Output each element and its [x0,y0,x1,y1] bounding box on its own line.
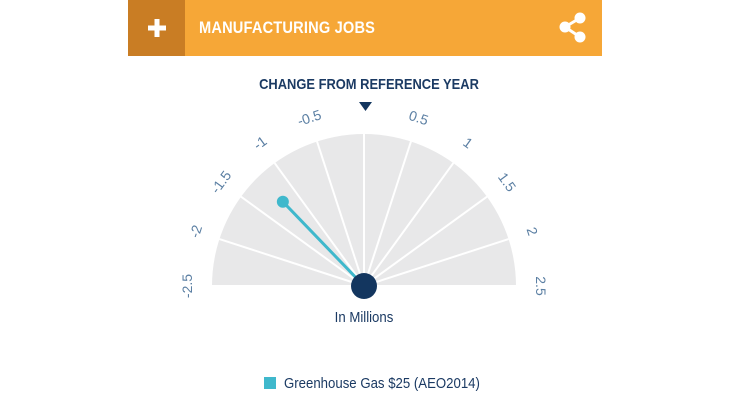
header-title: MANUFACTURING JOBS [199,18,376,37]
gauge-tick-label: 1 [460,134,476,152]
gauge-needle [281,200,366,288]
gauge-spoke [240,195,365,287]
gauge-hub [351,273,377,299]
gauge-tick-label: 0.5 [407,107,431,128]
legend: Greenhouse Gas $25 (AEO2014) [264,374,507,392]
gauge-tick-label: -0.5 [295,106,323,129]
add-button[interactable] [128,0,185,56]
gauge-tick-label: -1.5 [207,167,234,196]
reference-marker [359,102,372,111]
gauge-spoke [363,141,412,287]
gauge-spoke [316,141,365,287]
legend-swatch [264,377,276,389]
gauge-needle-tip [276,195,289,208]
gauge-tick-label: 2 [524,225,542,238]
gauge-tick-label: 1.5 [495,169,520,194]
plus-icon [147,19,166,37]
share-icon [559,12,586,43]
gauge-tick-label: -2 [186,223,205,240]
gauge-tick-label: -2.5 [179,274,195,298]
gauge-spoke [363,162,455,287]
gauge-title: CHANGE FROM REFERENCE YEAR [259,76,479,93]
gauge-spoke [219,238,365,287]
unit-label: In Millions [334,309,394,326]
share-button[interactable] [556,10,590,46]
gauge-spoke [363,238,509,287]
title-bar: MANUFACTURING JOBS [128,0,602,56]
gauge-tick-label: -1 [250,133,270,153]
gauge-tick-label: 2.5 [533,276,549,296]
gauge-spoke [273,162,365,287]
legend-label: Greenhouse Gas $25 (AEO2014) [284,374,480,392]
gauge-spoke [363,195,488,287]
